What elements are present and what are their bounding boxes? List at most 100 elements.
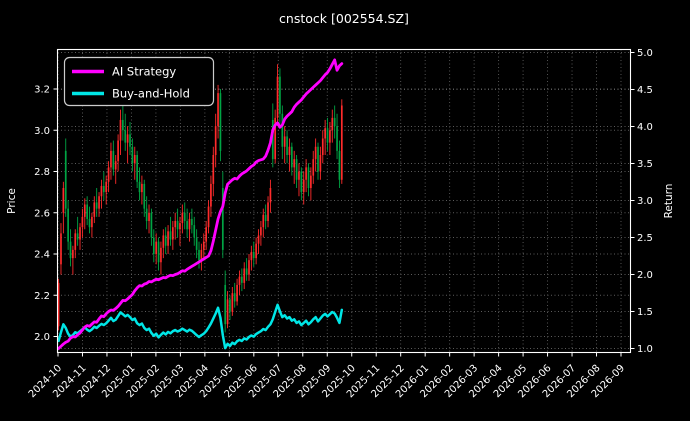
candle-body <box>224 284 227 325</box>
candle-body <box>150 212 153 238</box>
candle-body <box>62 188 65 213</box>
gridlines <box>57 49 631 353</box>
candle-body <box>167 231 169 246</box>
candle-body <box>83 204 86 217</box>
candle-body <box>288 146 291 155</box>
candle-body <box>176 221 179 230</box>
candle-body <box>155 241 158 254</box>
tick-marks <box>53 52 635 357</box>
candle-body <box>307 167 310 188</box>
candle-body <box>243 268 246 283</box>
y-axis-label-price: Price <box>6 188 18 214</box>
candle-body <box>281 113 284 147</box>
candle-body <box>267 202 269 221</box>
candle-body <box>200 249 203 261</box>
candlestick-series <box>57 64 343 333</box>
candle-body <box>169 231 172 240</box>
candle-body <box>314 146 317 160</box>
candle-body <box>164 235 167 246</box>
candle-body <box>141 183 143 193</box>
candle-body <box>119 119 122 141</box>
candle-body <box>241 276 243 283</box>
candle-body <box>191 218 193 226</box>
candle-body <box>210 183 212 207</box>
candle-body <box>143 183 146 209</box>
y-tick-label-return: 5.0 <box>637 48 653 59</box>
candle-body <box>271 119 274 160</box>
candle-body <box>252 251 255 259</box>
candle-body <box>250 251 253 261</box>
candle-body <box>286 136 288 155</box>
candle-body <box>312 159 315 176</box>
candle-body <box>79 227 81 240</box>
candle-body <box>138 181 141 193</box>
candle-body <box>67 208 69 242</box>
candle-body <box>329 130 331 143</box>
candle-body <box>124 130 127 143</box>
candle-body <box>148 212 150 221</box>
candle-body <box>333 117 336 127</box>
candle-body <box>336 126 338 151</box>
candle-body <box>88 218 91 228</box>
chart-title: cnstock [002554.SZ] <box>279 11 409 26</box>
candle-body <box>231 293 234 312</box>
candle-body <box>233 293 236 302</box>
candle-body <box>302 179 305 193</box>
candle-body <box>131 146 134 164</box>
candle-body <box>321 138 324 155</box>
candle-body <box>76 233 79 240</box>
candle-body <box>283 136 286 147</box>
candle-body <box>219 93 222 151</box>
candle-body <box>279 76 281 114</box>
candle-body <box>133 155 136 164</box>
candle-body <box>238 276 241 285</box>
candle-body <box>162 235 165 248</box>
candle-body <box>205 227 208 242</box>
y-tick-label-return: 2.0 <box>637 270 653 281</box>
candle-body <box>257 235 260 244</box>
y-tick-label-return: 2.5 <box>637 233 653 244</box>
candle-body <box>300 171 303 193</box>
candle-body <box>126 134 129 143</box>
y-tick-label-return: 4.5 <box>637 85 653 96</box>
candle-body <box>95 202 98 209</box>
candle-body <box>293 159 296 168</box>
candle-body <box>112 150 115 170</box>
candle-body <box>276 76 279 118</box>
candle-body <box>326 128 329 143</box>
y-tick-label-price: 3.2 <box>34 85 50 96</box>
candle-body <box>229 299 231 312</box>
buy-and-hold-line <box>57 303 344 350</box>
candle-body <box>105 181 108 193</box>
candle-body <box>69 241 72 259</box>
candle-body <box>145 208 148 221</box>
candle-body <box>198 249 200 261</box>
candle-body <box>245 268 248 275</box>
candle-body <box>260 227 262 236</box>
y-tick-label-return: 1.0 <box>637 344 653 355</box>
candle-body <box>274 117 277 160</box>
candle-body <box>340 105 343 180</box>
candle-body <box>74 233 77 250</box>
candle-body <box>93 202 96 217</box>
candle-body <box>129 134 131 147</box>
candle-body <box>202 241 205 250</box>
candle-body <box>183 212 186 221</box>
candle-body <box>290 146 293 168</box>
candle-body <box>179 223 181 230</box>
candle-body <box>98 196 100 209</box>
candle-body <box>207 206 210 228</box>
candle-body <box>91 216 93 228</box>
candle-body <box>324 128 327 139</box>
ai-strategy-line <box>57 58 344 350</box>
candle-body <box>298 171 300 180</box>
candle-body <box>236 284 238 302</box>
candle-body <box>212 155 215 184</box>
candle-body <box>310 175 312 188</box>
candle-body <box>195 237 198 250</box>
candle-body <box>122 119 124 131</box>
candle-body <box>193 225 196 238</box>
candle-body <box>262 214 265 228</box>
